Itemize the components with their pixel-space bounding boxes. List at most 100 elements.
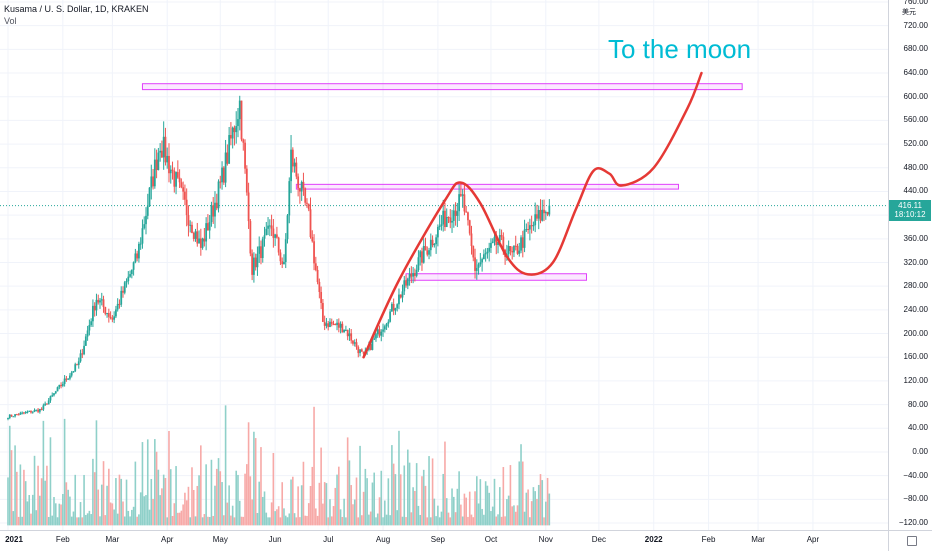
volume-bar	[488, 492, 490, 526]
volume-bar	[226, 502, 229, 526]
price-tick-label: 600.00	[903, 91, 928, 101]
volume-bar	[233, 517, 236, 526]
volume-bar	[51, 515, 54, 526]
last-price-tag: 416.11 18:10:12	[889, 200, 931, 221]
price-tick-label: 520.00	[903, 139, 928, 149]
volume-bar	[99, 516, 101, 526]
volume-bar	[120, 478, 123, 526]
candle-body	[30, 410, 32, 413]
chart-area[interactable]	[0, 0, 888, 530]
volume-bar	[173, 503, 176, 526]
volume-bar	[299, 517, 301, 526]
candle-body	[474, 257, 476, 271]
volume-bar	[380, 470, 383, 526]
volume-bar	[235, 470, 238, 526]
volume-bar	[511, 506, 513, 526]
candle-body	[456, 211, 459, 216]
candle-body	[481, 259, 484, 263]
candle-body	[14, 414, 16, 417]
volume-bar	[217, 458, 220, 526]
volume-bar	[453, 496, 455, 526]
time-tick-label: Mar	[751, 535, 765, 544]
candle-body	[373, 338, 376, 340]
candle-body	[436, 227, 439, 238]
volume-bar	[62, 494, 64, 526]
candle-body	[258, 246, 261, 254]
annotation-text[interactable]: To the moon	[608, 34, 752, 64]
volume-bar	[74, 474, 77, 526]
settings-square-icon[interactable]	[907, 536, 917, 546]
candle-body	[69, 375, 71, 379]
volume-bar	[369, 511, 372, 526]
price-zone-1	[141, 83, 743, 91]
candle-body	[320, 291, 323, 304]
volume-bar	[442, 473, 444, 526]
axis-settings-corner[interactable]	[888, 530, 932, 551]
candle-body	[412, 273, 415, 277]
candle-body	[217, 181, 220, 209]
time-tick-label: Apr	[160, 535, 174, 544]
price-tick-label: 0.00	[912, 446, 928, 456]
candle-body	[359, 349, 361, 354]
candle-body	[288, 181, 291, 216]
candle-body	[375, 334, 377, 339]
volume-bar	[72, 511, 75, 526]
candle-body	[429, 239, 432, 251]
volume-indicator-label[interactable]: Vol	[4, 16, 17, 26]
chart-legend: Kusama / U. S. Dollar, 1D, KRAKEN Vol	[4, 4, 149, 26]
volume-bar	[44, 480, 46, 526]
candle-body	[235, 126, 238, 133]
price-tick-label: 480.00	[903, 162, 928, 172]
candle-body	[518, 250, 521, 254]
candle-body	[208, 222, 211, 231]
candle-body	[482, 254, 485, 260]
volume-bar	[221, 482, 223, 526]
candle-body	[157, 152, 160, 171]
candle-body	[286, 215, 289, 240]
candle-body	[274, 234, 277, 238]
symbol-title[interactable]: Kusama / U. S. Dollar, 1D, KRAKEN	[4, 4, 149, 14]
volume-bar	[30, 513, 32, 526]
volume-bar	[444, 441, 446, 526]
candle-body	[17, 414, 20, 416]
candle-body	[343, 329, 346, 333]
volume-bar	[251, 499, 253, 526]
candle-body	[410, 273, 413, 277]
volume-bar	[506, 499, 508, 526]
candle-body	[60, 384, 62, 386]
candle-body	[336, 322, 338, 326]
candle-body	[242, 139, 245, 143]
candle-body	[42, 405, 45, 410]
candle-body	[327, 323, 330, 328]
volume-bar	[486, 485, 489, 526]
candle-body	[396, 304, 399, 309]
volume-bar	[10, 450, 13, 526]
volume-bar	[391, 445, 393, 526]
candle-body	[376, 329, 379, 335]
volume-bar	[490, 511, 492, 526]
volume-bar	[79, 502, 82, 526]
volume-bar	[451, 488, 453, 526]
volume-bar	[67, 489, 69, 526]
volume-bar	[49, 437, 52, 526]
volume-bar	[180, 510, 183, 526]
candle-body	[527, 229, 530, 231]
time-axis[interactable]: 2021 Feb Mar Apr May Jun Jul Aug Sep Oct Nov Dec 202…	[0, 530, 888, 551]
candle-body	[260, 246, 262, 259]
volume-bar	[371, 482, 374, 526]
volume-bar	[499, 487, 501, 526]
candle-body	[164, 136, 167, 163]
price-chart[interactable]	[0, 0, 888, 530]
volume-bar	[323, 482, 326, 526]
price-axis[interactable]: 760.00 720.00 680.00 640.00 600.00 560.00 520.…	[888, 0, 932, 530]
volume-bar	[97, 489, 100, 526]
time-tick-label: 2022	[644, 535, 663, 544]
candle-body	[484, 253, 487, 255]
candle-body	[341, 323, 344, 333]
candle-body	[525, 229, 528, 231]
candle-body	[184, 191, 186, 200]
volume-bar	[394, 474, 397, 526]
volume-bar	[426, 517, 429, 526]
candle-body	[309, 209, 312, 238]
volume-bar	[530, 501, 533, 526]
